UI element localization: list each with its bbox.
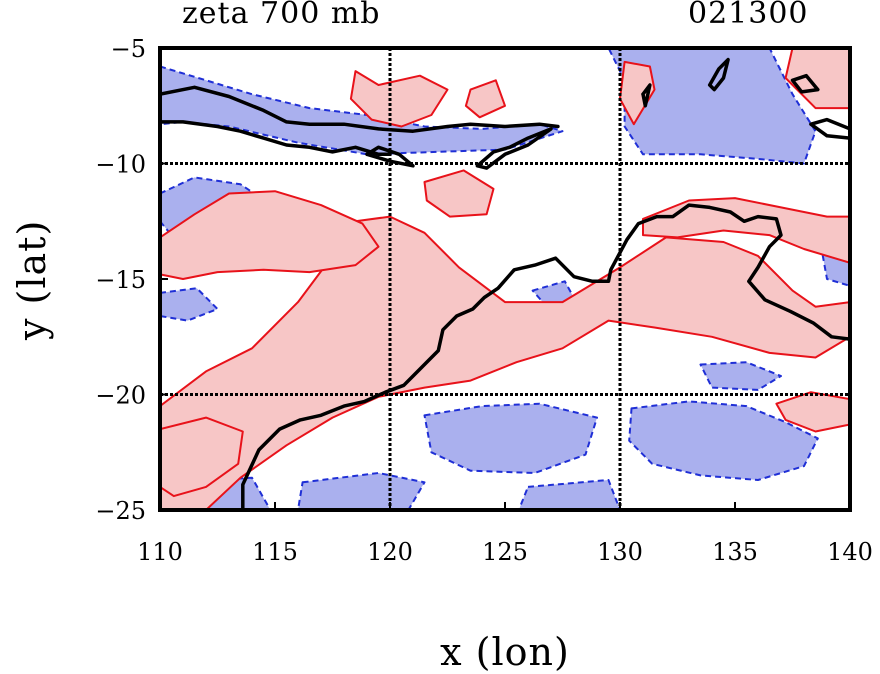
y-tick-label--10: −10 [95,151,146,179]
positive-region-9 [775,391,850,433]
positive-region-2 [642,197,850,264]
coastline-8 [790,73,820,94]
x-tick-label-140: 140 [827,538,873,566]
positive-region-3 [349,70,449,128]
coastline-7 [809,117,850,140]
negative-region-8 [297,472,426,510]
negative-region-3 [699,361,782,391]
coastline-5 [641,83,652,108]
plot-area [160,48,850,510]
positive-region-7 [423,169,495,218]
y-tick-label--20: −20 [95,382,146,410]
negative-region-2 [607,48,817,165]
y-tick-label--15: −15 [95,266,146,294]
positive-region-4 [464,79,506,119]
coastline-0 [241,203,850,510]
coastline-4 [365,145,415,168]
chart-title-left: zeta 700 mb [182,0,381,31]
x-tick-label-130: 130 [597,538,643,566]
positive-region-8 [160,416,244,498]
negative-region-6 [517,479,621,510]
coastline-1 [160,85,560,133]
negative-region-5 [628,400,819,481]
y-tick-label--25: −25 [95,497,146,525]
negative-region-10 [160,287,219,322]
x-tick-label-110: 110 [137,538,183,566]
negative-region-4 [423,402,598,474]
chart-title-right: 021300 [688,0,809,31]
y-tick-label--5: −5 [111,35,146,63]
x-axis-label: x (lon) [440,630,570,674]
positive-region-1 [160,190,380,280]
x-tick-label-125: 125 [482,538,528,566]
coastline-6 [707,57,730,92]
coastline-2 [160,120,392,157]
x-tick-label-115: 115 [252,538,298,566]
x-tick-label-120: 120 [367,538,413,566]
x-tick-label-135: 135 [712,538,758,566]
